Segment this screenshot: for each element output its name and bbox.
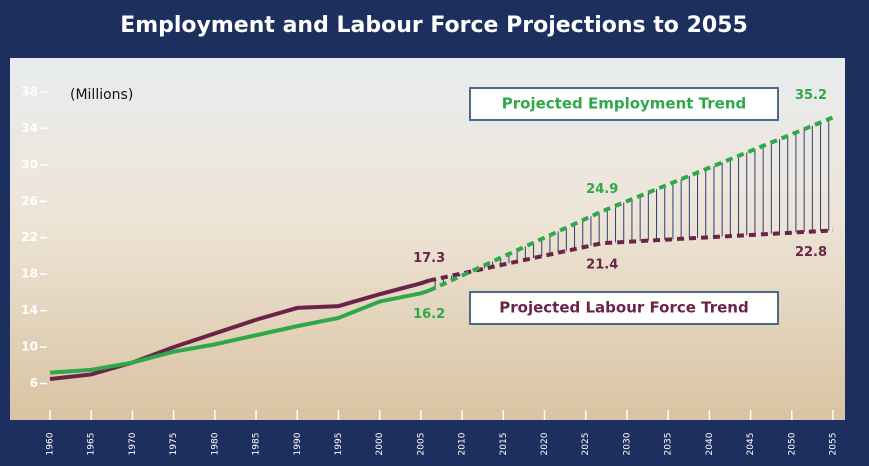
x-tick-label: 2005 xyxy=(416,433,426,456)
data-label: 22.8 xyxy=(795,245,827,260)
y-tick-label: 10 xyxy=(21,340,38,354)
x-tick-label: 2040 xyxy=(705,432,715,455)
x-tick-label: 1975 xyxy=(169,433,179,456)
y-tick-label: 26 xyxy=(21,194,38,208)
line xyxy=(49,288,430,375)
x-tick-label: 2025 xyxy=(581,433,591,456)
y-tick-label: 14 xyxy=(21,303,38,317)
x-tick-label: 1965 xyxy=(87,433,97,456)
y-tick-label: 18 xyxy=(21,267,38,281)
data-label: 35.2 xyxy=(795,88,827,103)
data-label: 24.9 xyxy=(586,182,618,197)
y-tick-label: 6 xyxy=(30,376,38,390)
x-tick-label: 2050 xyxy=(787,432,797,455)
x-tick-label: 2015 xyxy=(499,433,509,456)
x-tick-label: 1960 xyxy=(46,432,56,455)
x-tick-label: 2000 xyxy=(375,432,385,455)
chart-title: Employment and Labour Force Projections … xyxy=(120,13,748,38)
x-tick-label: 2045 xyxy=(746,433,756,456)
legend-label: Projected Labour Force Trend xyxy=(499,299,748,317)
legend-label: Projected Employment Trend xyxy=(502,95,747,113)
x-tick-label: 1985 xyxy=(252,433,262,456)
x-tick-label: 2020 xyxy=(540,432,550,455)
y-tick-label: 38 xyxy=(21,84,38,98)
data-label: 17.3 xyxy=(413,251,445,266)
legend-box xyxy=(469,87,779,121)
data-label: 16.2 xyxy=(413,307,445,322)
x-tick-label: 2055 xyxy=(829,433,839,456)
x-tick-label: 2030 xyxy=(622,432,632,455)
x-tick-label: 1995 xyxy=(334,433,344,456)
y-tick-label: 22 xyxy=(21,230,38,244)
x-tick-label: 1970 xyxy=(128,432,138,455)
x-tick-label: 2035 xyxy=(664,433,674,456)
y-tick-label: 34 xyxy=(21,121,38,135)
x-tick-label: 2010 xyxy=(458,432,468,455)
x-tick-label: 1980 xyxy=(210,432,220,455)
legend-box xyxy=(469,291,779,325)
y-tick-label: 30 xyxy=(21,157,38,171)
line xyxy=(428,115,834,293)
x-tick-label: 1990 xyxy=(293,432,303,455)
y-axis-label: (Millions) xyxy=(70,87,133,103)
data-label: 21.4 xyxy=(586,258,618,273)
